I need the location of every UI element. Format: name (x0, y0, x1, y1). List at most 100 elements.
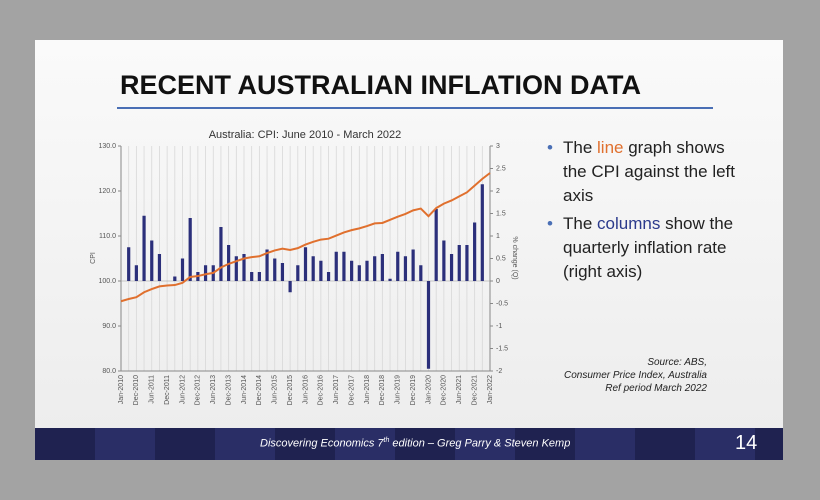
bar (403, 256, 408, 281)
bar (234, 256, 238, 281)
bar (250, 272, 254, 281)
x-tick-label: Jun-2011 (149, 375, 156, 404)
bar (380, 254, 384, 281)
x-tick-label: Dec-2013 (225, 375, 232, 405)
y-axis-label: CPI (90, 252, 97, 264)
source-line: Consumer Price Index, Australia (563, 370, 707, 381)
x-tick-label: Dec-2015 (287, 375, 294, 405)
x-tick-label: Jun-2019 (395, 375, 402, 404)
y-tick-label: 100.0 (98, 278, 116, 285)
slide-title: RECENT AUSTRALIAN INFLATION DATA (120, 70, 641, 100)
x-tick-label: Jun-2016 (302, 375, 309, 404)
bar (350, 260, 354, 281)
y-tick-label: 120.0 (98, 188, 116, 195)
bar (242, 254, 246, 281)
bar (457, 245, 461, 281)
bar (134, 265, 138, 281)
bar (288, 281, 292, 293)
x-tick-label: Dec-2019 (410, 375, 417, 405)
x-tick-label: Jan-2020 (425, 375, 432, 404)
bar (127, 247, 131, 281)
bar (257, 272, 261, 281)
bar (411, 249, 415, 281)
y2-tick-label: -0.5 (496, 300, 508, 307)
x-tick-label: Dec-2011 (164, 375, 171, 405)
bar (434, 209, 438, 281)
line (120, 172, 491, 303)
y2-tick-label: 1 (496, 233, 500, 240)
bar (142, 215, 146, 281)
bar (442, 240, 446, 281)
x-tick-label: Dec-2020 (441, 375, 448, 405)
x-tick-label: Dec-2017 (348, 375, 355, 405)
bullet: The line graph shows the CPI against the… (547, 136, 737, 208)
x-tick-label: Jun-2012 (179, 375, 186, 404)
bar (326, 272, 331, 281)
source-line: Ref period March 2022 (605, 383, 707, 394)
x-tick-label: Jun-2021 (456, 375, 463, 404)
bar (273, 258, 277, 281)
text: Discovering Economics 7 (260, 437, 384, 450)
text: th (383, 437, 390, 444)
bar (180, 258, 185, 281)
y2-tick-label: 0.5 (496, 255, 506, 262)
bar (203, 265, 208, 281)
bar (173, 276, 177, 281)
page-number: 14 (735, 432, 758, 454)
footer: Discovering Economics 7th edition – Greg… (35, 428, 783, 460)
bar (296, 265, 300, 281)
bar (280, 263, 285, 281)
bar (342, 251, 346, 281)
y2-tick-label: 0 (496, 278, 500, 285)
bar (311, 256, 315, 281)
text: line (597, 138, 624, 157)
footer-text: Discovering Economics 7th edition – Greg… (260, 437, 570, 450)
bar (188, 218, 192, 281)
bar (426, 281, 431, 369)
text: show the quarterly inflation rate (right… (563, 214, 734, 281)
x-tick-label: Jun-2013 (210, 375, 217, 404)
text: graph shows the CPI against the left axi… (563, 138, 735, 205)
bar (334, 251, 338, 281)
bar (219, 227, 223, 281)
bar (388, 278, 392, 281)
source-line: Source: ABS, (647, 357, 707, 368)
x-tick-label: Jan-2010 (118, 375, 125, 404)
bar (157, 254, 162, 281)
x-tick-label: Jun-2015 (272, 375, 279, 404)
y2-tick-label: 2 (496, 188, 500, 195)
text: The (563, 214, 598, 233)
bar (465, 245, 469, 281)
y2-tick-label: -2 (496, 368, 502, 375)
text: The (563, 138, 598, 157)
chart-title: Australia: CPI: June 2010 - March 2022 (209, 129, 402, 141)
text: edition – Greg Parry & Steven Kemp (389, 437, 571, 450)
bar (357, 265, 361, 281)
y2-tick-label: -1.5 (496, 345, 508, 352)
y-tick-label: 90.0 (102, 323, 116, 330)
x-tick-label: Jun-2017 (333, 375, 340, 404)
y2-tick-label: 1.5 (496, 210, 506, 217)
bar (396, 251, 400, 281)
source: Source: ABS, Consumer Price Index, Austr… (535, 356, 707, 395)
bar (150, 240, 154, 281)
bar (480, 184, 484, 281)
x-tick-label: Dec-2021 (471, 375, 478, 405)
title-rule (117, 107, 713, 109)
bar (373, 256, 377, 281)
bar (473, 222, 477, 281)
bullets: The line graph shows the CPI against the… (547, 136, 737, 288)
bar (303, 247, 308, 281)
bar (319, 260, 323, 281)
x-tick-label: Dec-2018 (379, 375, 386, 405)
y-tick-label: 130.0 (98, 143, 116, 150)
y2-axis-label: % change (Q) (511, 236, 518, 279)
y-tick-label: 110.0 (99, 233, 116, 240)
x-tick-label: Jun-2014 (241, 375, 248, 404)
x-tick-label: Jan-2022 (487, 375, 494, 404)
bullet: The columns show the quarterly inflation… (547, 212, 737, 284)
y2-tick-label: 2.5 (496, 165, 506, 172)
x-tick-label: Dec-2010 (133, 375, 140, 405)
